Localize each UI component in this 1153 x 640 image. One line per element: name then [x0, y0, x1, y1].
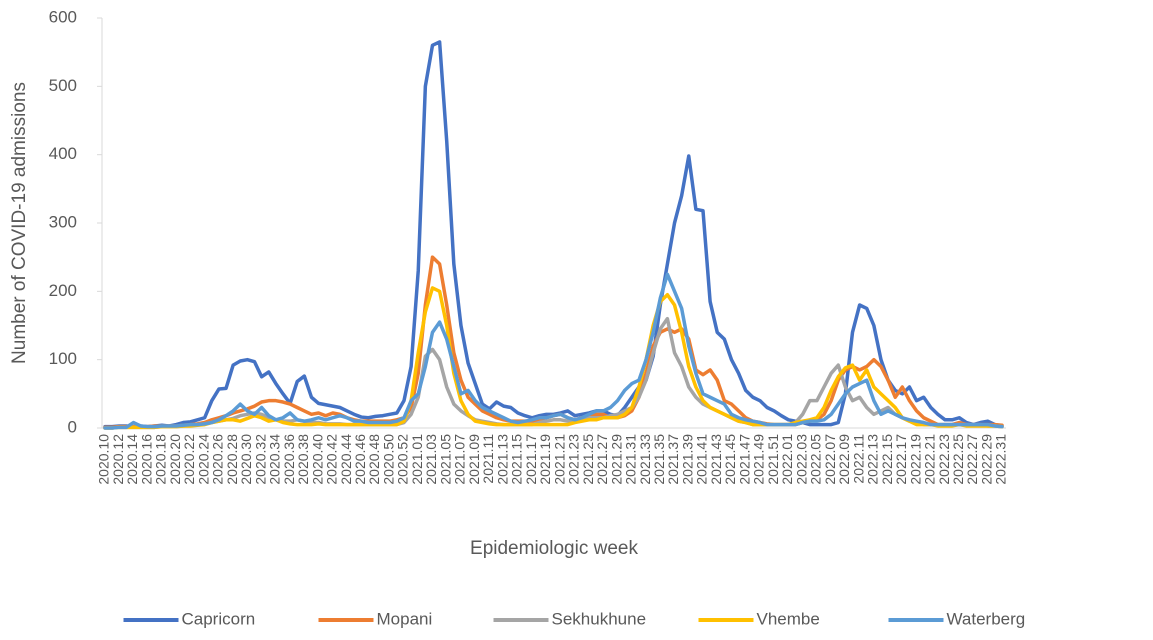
x-tick-label: 2020.24: [195, 434, 211, 485]
y-tick-label: 600: [49, 7, 77, 26]
legend-label: Waterberg: [947, 609, 1026, 628]
x-tick-label: 2020.44: [338, 434, 354, 485]
x-tick-label: 2021.45: [722, 434, 738, 485]
legend-label: Mopani: [377, 609, 433, 628]
x-tick-label: 2021.13: [494, 434, 510, 485]
x-tick-label: 2020.48: [366, 434, 382, 485]
x-tick-label: 2022.09: [836, 434, 852, 485]
series-line: [103, 272, 1004, 430]
x-tick-label: 2021.31: [623, 434, 639, 485]
x-tick-label: 2022.13: [865, 434, 881, 485]
y-tick-label: 200: [49, 281, 77, 300]
x-tick-label: 2021.47: [736, 434, 752, 485]
x-tick-label: 2021.37: [665, 434, 681, 485]
x-tick-label: 2022.05: [808, 434, 824, 485]
x-tick-label: 2020.40: [309, 434, 325, 485]
x-tick-label: 2021.23: [566, 434, 582, 485]
x-tick-label: 2021.51: [765, 434, 781, 485]
y-tick-label: 300: [49, 212, 77, 231]
x-tick-label: 2021.17: [523, 434, 539, 485]
x-tick-label: 2020.18: [153, 434, 169, 485]
x-tick-label: 2021.29: [608, 434, 624, 485]
x-tick-label: 2020.38: [295, 434, 311, 485]
x-tick-label: 2021.41: [694, 434, 710, 485]
x-tick-label: 2022.31: [993, 434, 1009, 485]
legend-label: Vhembe: [757, 609, 820, 628]
x-tick-label: 2022.07: [822, 434, 838, 485]
x-tick-label: 2021.05: [437, 434, 453, 485]
x-tick-label: 2020.52: [395, 434, 411, 485]
x-tick-label: 2020.34: [267, 434, 283, 485]
y-axis-title: Number of COVID-19 admissions: [9, 82, 30, 364]
legend-label: Capricorn: [182, 609, 256, 628]
x-tick-label: 2022.25: [950, 434, 966, 485]
x-tick-label: 2022.27: [964, 434, 980, 485]
x-tick-label: 2022.11: [850, 434, 866, 484]
x-tick-label: 2020.16: [138, 434, 154, 485]
x-tick-label: 2022.01: [779, 434, 795, 485]
x-tick-label: 2020.22: [181, 434, 197, 485]
x-tick-label: 2020.28: [224, 434, 240, 485]
x-tick-label: 2021.03: [423, 434, 439, 485]
x-tick-label: 2021.01: [409, 434, 425, 485]
series-line: [103, 255, 1004, 430]
x-tick-label: 2022.29: [978, 434, 994, 485]
y-tick-label: 0: [68, 417, 77, 436]
x-tick-label: 2020.12: [110, 434, 126, 485]
x-tick-label: 2021.25: [580, 434, 596, 485]
y-tick-label: 500: [49, 76, 77, 95]
x-tick-label: 2022.23: [936, 434, 952, 485]
x-tick-label: 2021.15: [509, 434, 525, 485]
x-tick-label: 2021.35: [651, 434, 667, 485]
x-tick-label: 2020.20: [167, 434, 183, 485]
x-tick-label: 2020.10: [96, 434, 112, 485]
x-tick-label: 2022.21: [922, 434, 938, 485]
x-tick-label: 2021.33: [637, 434, 653, 485]
x-tick-label: 2020.50: [380, 434, 396, 485]
x-tick-label: 2020.26: [210, 434, 226, 485]
x-tick-label: 2021.39: [679, 434, 695, 485]
x-tick-label: 2020.32: [252, 434, 268, 485]
y-tick-label: 100: [49, 349, 77, 368]
x-tick-label: 2021.19: [537, 434, 553, 485]
x-tick-label: 2021.27: [594, 434, 610, 485]
y-tick-label: 400: [49, 144, 77, 163]
x-tick-label: 2022.03: [793, 434, 809, 485]
x-tick-label: 2021.11: [480, 434, 496, 484]
x-tick-label: 2021.49: [751, 434, 767, 485]
x-tick-label: 2020.14: [124, 434, 140, 485]
x-tick-label: 2020.36: [281, 434, 297, 485]
x-tick-label: 2021.07: [452, 434, 468, 485]
x-tick-label: 2021.09: [466, 434, 482, 485]
x-tick-label: 2021.21: [551, 434, 567, 485]
x-tick-label: 2022.19: [907, 434, 923, 485]
x-tick-label: 2020.42: [324, 434, 340, 485]
x-axis-title: Epidemiologic week: [470, 538, 638, 559]
x-tick-label: 2021.43: [708, 434, 724, 485]
x-tick-label: 2022.15: [879, 434, 895, 485]
x-tick-label: 2020.30: [238, 434, 254, 485]
legend-label: Sekhukhune: [552, 609, 647, 628]
x-tick-label: 2020.46: [352, 434, 368, 485]
x-tick-label: 2022.17: [893, 434, 909, 485]
